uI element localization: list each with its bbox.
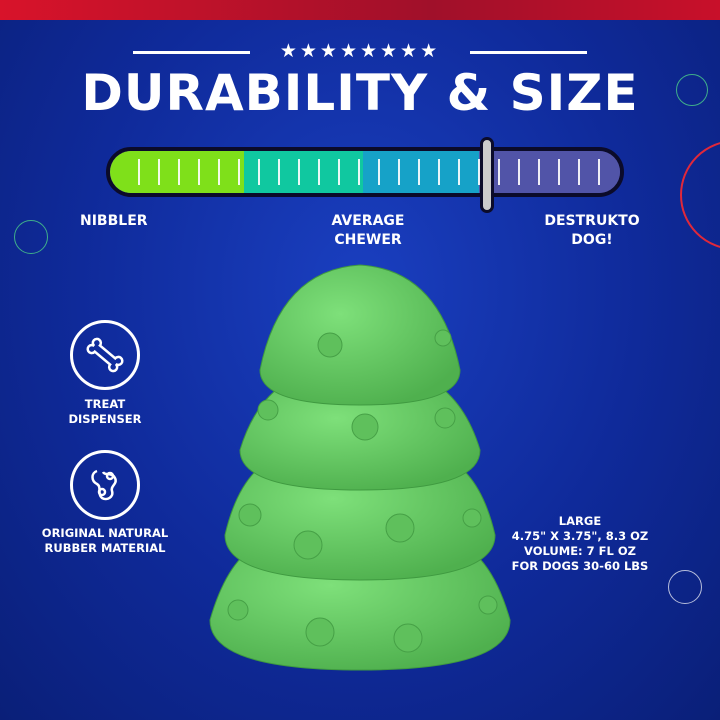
page-title: DURABILITY & SIZE — [81, 64, 639, 122]
label-line: AVERAGE — [331, 213, 405, 229]
label-nibbler: NIBBLER — [80, 213, 148, 229]
label-line: DESTRUKTO — [544, 213, 640, 229]
rubber-material-icon — [70, 450, 140, 520]
top-banner — [0, 0, 720, 20]
durability-gauge — [106, 147, 624, 197]
divider — [133, 51, 250, 54]
gauge-ticks — [120, 159, 610, 185]
divider — [470, 51, 587, 54]
spec-volume: VOLUME: 7 FL OZ — [524, 544, 636, 558]
bone-icon — [70, 320, 140, 390]
feature-line: ORIGINAL NATURAL — [41, 526, 169, 540]
tree-chew-toy-image — [209, 264, 511, 671]
decor-circle — [680, 140, 720, 250]
decor-circle — [14, 220, 48, 254]
feature-natural-rubber: ORIGINAL NATURAL RUBBER MATERIAL — [25, 526, 185, 556]
label-average-chewer: AVERAGE CHEWER — [318, 212, 418, 250]
gauge-marker — [480, 137, 495, 213]
label-line: CHEWER — [334, 232, 402, 248]
decor-circle — [676, 74, 708, 106]
size-specs: LARGE 4.75" X 3.75", 8.3 OZ VOLUME: 7 FL… — [500, 514, 660, 574]
feature-treat-dispenser: TREAT DISPENSER — [25, 397, 185, 427]
decor-circle — [668, 570, 702, 604]
spec-dimensions: 4.75" X 3.75", 8.3 OZ — [511, 529, 649, 543]
spec-dog-weight: FOR DOGS 30-60 LBS — [511, 559, 649, 573]
feature-line: DISPENSER — [68, 412, 142, 426]
label-line: DOG! — [571, 232, 613, 248]
spec-size: LARGE — [558, 514, 602, 528]
feature-line: RUBBER MATERIAL — [44, 541, 166, 555]
label-destrukto-dog: DESTRUKTO DOG! — [542, 212, 642, 250]
feature-line: TREAT — [84, 397, 126, 411]
rating-stars: ★★★★★★★★ — [279, 40, 441, 62]
